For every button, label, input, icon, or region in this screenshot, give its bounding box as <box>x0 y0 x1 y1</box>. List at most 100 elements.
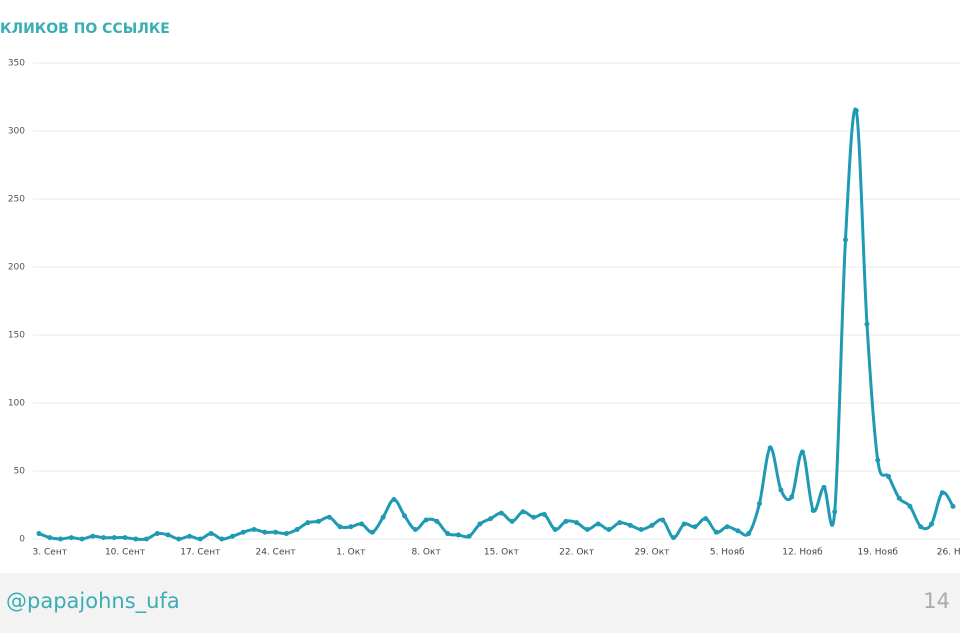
y-tick-label: 300 <box>8 127 25 137</box>
x-tick-label: 17. Сент <box>180 548 220 558</box>
point <box>36 531 42 537</box>
point <box>821 484 827 490</box>
footer: @papajohns_ufa 14 <box>0 573 960 633</box>
point <box>713 529 719 535</box>
chart: КЛИКОВ ПО ССЫЛКЕ 0 50 100 150 200 250 300 350 3.… <box>0 21 960 558</box>
point <box>316 518 322 524</box>
point <box>896 495 902 501</box>
point <box>165 532 171 538</box>
point <box>918 524 924 530</box>
point <box>455 532 461 538</box>
point <box>875 457 881 463</box>
point <box>47 535 53 541</box>
y-tick-label: 200 <box>8 263 25 273</box>
point <box>660 517 666 523</box>
point <box>58 536 64 542</box>
point <box>939 490 945 496</box>
point <box>907 503 913 509</box>
point <box>262 529 268 535</box>
point <box>756 501 762 507</box>
point <box>864 321 870 327</box>
point <box>638 526 644 532</box>
point <box>789 494 795 500</box>
point <box>273 529 279 535</box>
point <box>520 509 526 515</box>
point <box>649 522 655 528</box>
point <box>541 512 547 518</box>
x-tick-label: 15. Окт <box>484 548 519 558</box>
point <box>240 529 246 535</box>
point <box>531 514 537 520</box>
point <box>133 536 139 542</box>
point <box>466 533 472 539</box>
point <box>90 533 96 539</box>
point <box>563 518 569 524</box>
y-tick-label: 100 <box>8 399 25 409</box>
point <box>187 533 193 539</box>
point <box>230 533 236 539</box>
point <box>724 524 730 530</box>
point <box>832 509 838 515</box>
point <box>552 526 558 532</box>
handle: @papajohns_ufa <box>6 589 180 613</box>
point <box>423 517 429 523</box>
x-tick-label: 22. Окт <box>559 548 594 558</box>
point <box>928 521 934 527</box>
point <box>746 531 752 537</box>
point <box>778 487 784 493</box>
x-tick-label: 1. Окт <box>336 548 365 558</box>
point <box>68 535 74 541</box>
point <box>412 526 418 532</box>
point <box>950 503 956 509</box>
point <box>111 535 117 541</box>
point <box>208 531 214 537</box>
point <box>380 514 386 520</box>
x-tick-label: 5. Нояб <box>710 548 745 558</box>
point <box>853 108 859 114</box>
point <box>810 507 816 513</box>
x-tick-label: 26. Н... <box>937 548 960 558</box>
point <box>294 526 300 532</box>
y-tick-label: 350 <box>8 59 25 69</box>
point <box>477 521 483 527</box>
point <box>509 518 515 524</box>
point <box>305 520 311 526</box>
point <box>767 445 773 451</box>
y-tick-label: 250 <box>8 195 25 205</box>
point <box>606 526 612 532</box>
point <box>670 535 676 541</box>
point <box>842 237 848 243</box>
point <box>197 536 203 542</box>
point <box>101 535 107 541</box>
point <box>144 536 150 542</box>
y-tick-label: 0 <box>19 535 25 545</box>
point <box>122 535 128 541</box>
point <box>369 529 375 535</box>
x-tick-label: 19. Нояб <box>858 548 899 558</box>
point <box>627 522 633 528</box>
point <box>584 526 590 532</box>
point <box>283 531 289 537</box>
point <box>79 536 85 542</box>
x-tick-label: 8. Окт <box>411 548 440 558</box>
point <box>219 536 225 542</box>
point <box>402 513 408 519</box>
x-tick-label: 10. Сент <box>105 548 145 558</box>
point <box>434 518 440 524</box>
point <box>703 516 709 522</box>
page-number: 14 <box>923 589 950 613</box>
point <box>799 449 805 455</box>
point <box>885 473 891 479</box>
point <box>348 524 354 530</box>
x-tick-label: 24. Сент <box>256 548 296 558</box>
point <box>692 524 698 530</box>
x-tick-label: 3. Сент <box>33 548 67 558</box>
point <box>337 524 343 530</box>
point <box>251 526 257 532</box>
y-tick-label: 50 <box>14 467 26 477</box>
y-tick-label: 150 <box>8 331 25 341</box>
line <box>38 107 955 541</box>
x-tick-label: 29. Окт <box>634 548 669 558</box>
point <box>498 510 504 516</box>
point <box>359 521 365 527</box>
